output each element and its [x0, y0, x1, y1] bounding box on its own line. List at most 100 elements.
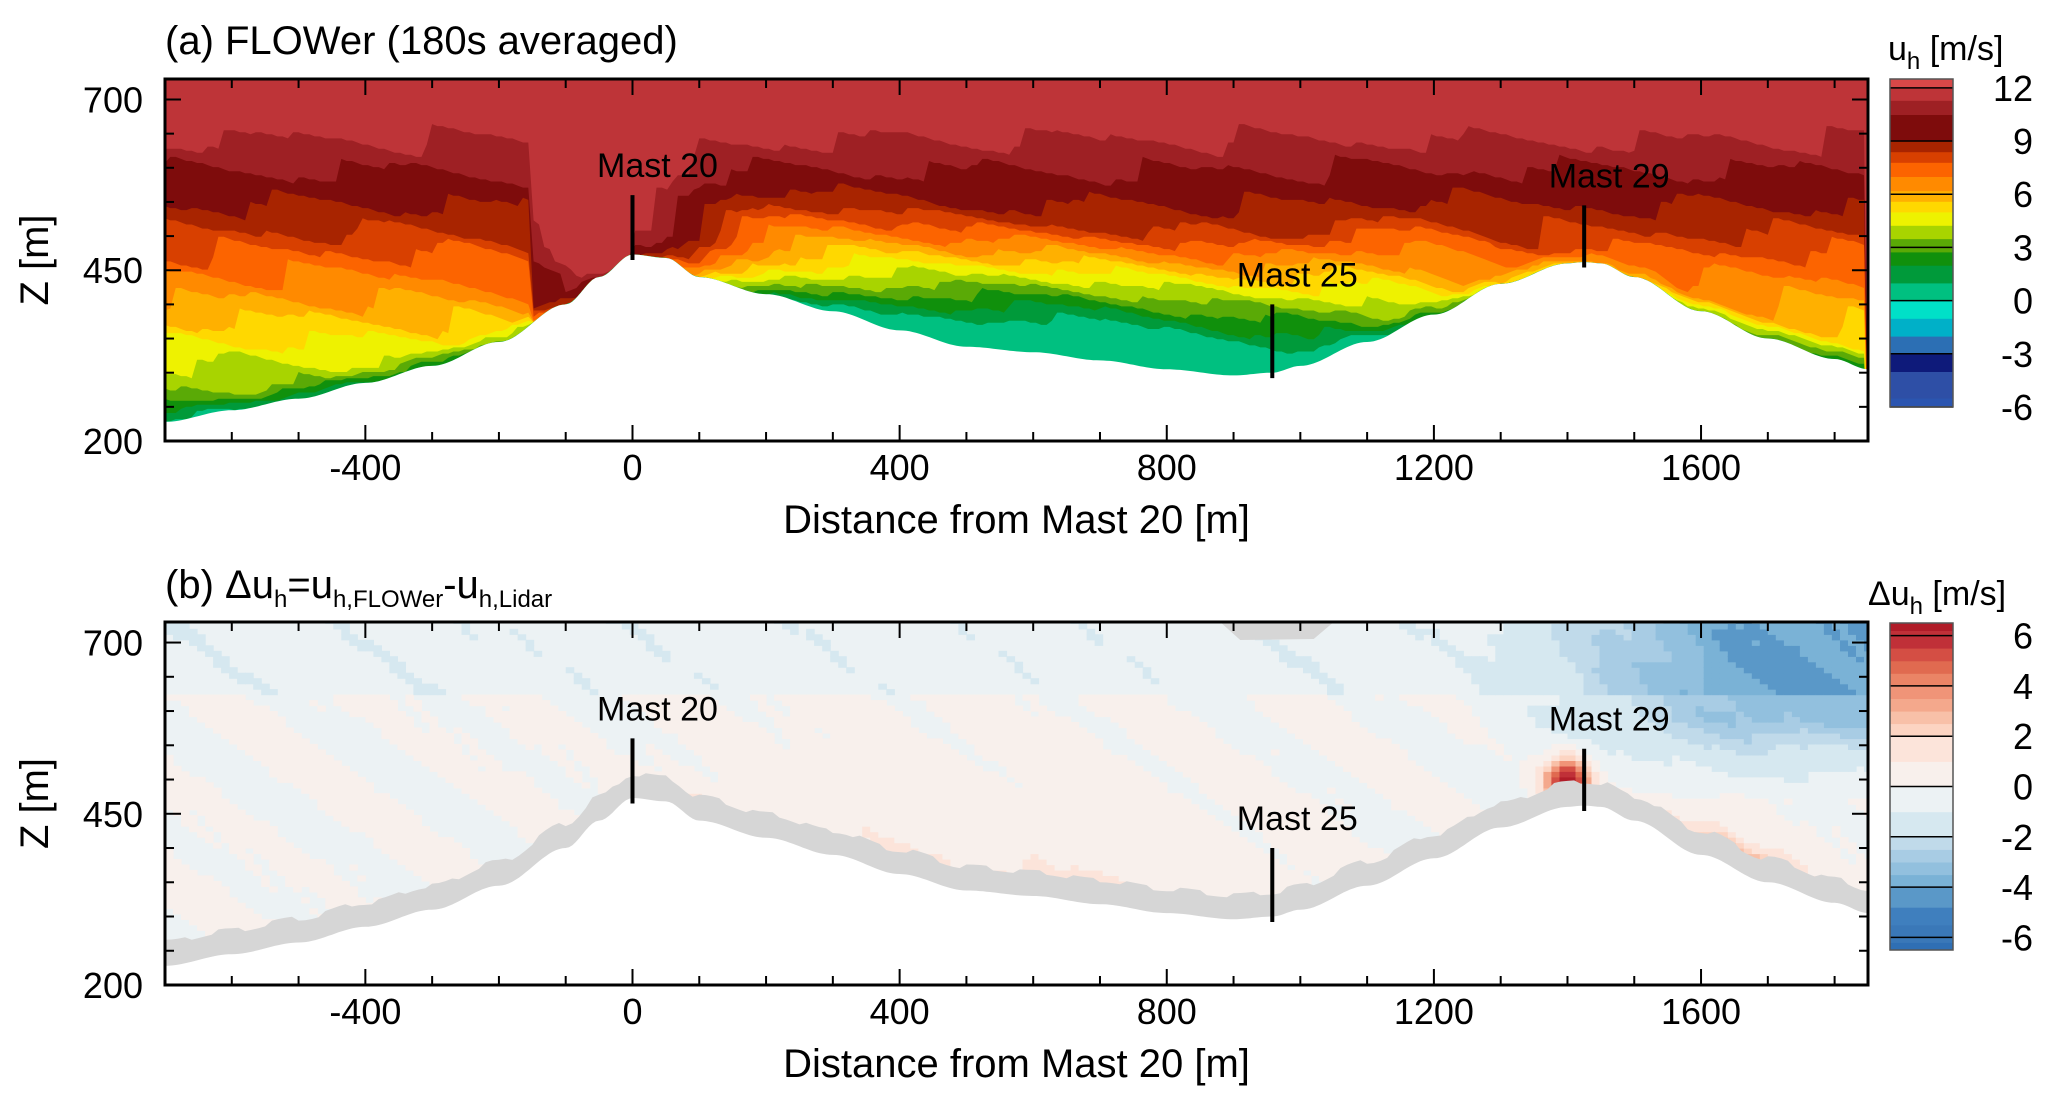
field-cell: [1022, 804, 1032, 811]
field-cell: [349, 639, 358, 646]
field-cell: [317, 760, 326, 767]
field-cell: [1126, 705, 1136, 712]
field-cell: [1030, 694, 1040, 701]
field-cell: [1110, 826, 1120, 833]
field-cell: [573, 771, 583, 778]
field-cell: [966, 842, 975, 849]
field-cell: [822, 793, 831, 800]
field-cell: [485, 765, 495, 772]
field-cell: [413, 738, 422, 745]
field-cell: [301, 869, 310, 876]
field-cell: [710, 760, 719, 767]
field-cell: [1022, 722, 1032, 729]
field-cell: [838, 738, 847, 745]
field-cell: [990, 804, 1000, 811]
field-cell: [397, 804, 406, 811]
field-cell: [742, 727, 751, 734]
field-cell: [1102, 804, 1112, 811]
field-cell: [485, 705, 495, 712]
field-cell: [902, 738, 911, 745]
field-cell: [1038, 705, 1048, 712]
field-cell: [974, 733, 983, 740]
colorbar-level: [1890, 87, 1953, 101]
field-cell: [902, 809, 911, 816]
field-cell: [189, 875, 198, 882]
field-cell: [838, 733, 847, 740]
field-cell: [621, 765, 631, 772]
field-cell: [1054, 842, 1064, 849]
field-cell: [197, 913, 206, 920]
field-cell: [1070, 771, 1080, 778]
field-cell: [1046, 804, 1056, 811]
field-cell: [469, 782, 479, 789]
field-cell: [838, 727, 847, 734]
field-cell: [982, 848, 991, 855]
field-cell: [1014, 722, 1024, 729]
field-cell: [974, 711, 983, 718]
field-cell: [261, 683, 270, 690]
field-cell: [509, 820, 519, 827]
field-cell: [357, 645, 366, 652]
field-cell: [742, 776, 751, 783]
field-cell: [221, 826, 230, 833]
field-cell: [413, 689, 422, 696]
field-cell: [894, 738, 903, 745]
field-cell: [742, 749, 751, 756]
field-cell: [397, 711, 406, 718]
field-cell: [221, 656, 230, 663]
field-cell: [982, 782, 991, 789]
field-cell: [309, 859, 318, 866]
field-cell: [685, 771, 695, 778]
field-cell: [718, 776, 727, 783]
field-cell: [389, 727, 398, 734]
field-cell: [517, 826, 527, 833]
field-cell: [822, 798, 831, 805]
field-cell: [189, 902, 198, 909]
field-cell: [1030, 722, 1040, 729]
field-cell: [998, 842, 1008, 849]
field-cell: [237, 672, 246, 679]
field-cell: [285, 743, 294, 750]
field-cell: [205, 711, 214, 718]
field-cell: [798, 776, 807, 783]
field-cell: [830, 716, 839, 723]
field-cell: [189, 815, 198, 822]
field-cell: [413, 749, 422, 756]
field-cell: [645, 645, 655, 652]
field-cell: [397, 848, 406, 855]
field-cell: [942, 798, 951, 805]
field-cell: [886, 820, 895, 827]
field-cell: [1062, 733, 1072, 740]
field-cell: [822, 820, 831, 827]
field-cell: [405, 678, 414, 685]
field-cell: [1110, 831, 1120, 838]
field-cell: [285, 754, 294, 761]
colorbar-level: [1890, 398, 1953, 408]
field-cell: [269, 886, 278, 893]
field-cell: [1094, 749, 1104, 756]
field-cell: [854, 743, 863, 750]
field-cell: [285, 760, 294, 767]
field-cell: [205, 694, 214, 701]
field-cell: [533, 809, 543, 816]
field-cell: [213, 908, 222, 915]
field-cell: [469, 787, 479, 794]
field-cell: [1062, 815, 1072, 822]
field-cell: [1070, 809, 1080, 816]
field-cell: [229, 902, 238, 909]
field-cell: [477, 749, 487, 756]
field-cell: [942, 820, 951, 827]
field-cell: [1094, 694, 1104, 701]
field-cell: [878, 700, 887, 707]
field-cell: [790, 749, 799, 756]
field-cell: [806, 760, 815, 767]
field-cell: [301, 787, 310, 794]
field-cell: [822, 765, 831, 772]
field-cell: [942, 700, 951, 707]
field-cell: [1038, 826, 1048, 833]
field-cell: [397, 809, 406, 816]
field-cell: [229, 842, 238, 849]
field-cell: [974, 771, 983, 778]
field-cell: [1046, 815, 1056, 822]
field-cell: [277, 722, 286, 729]
